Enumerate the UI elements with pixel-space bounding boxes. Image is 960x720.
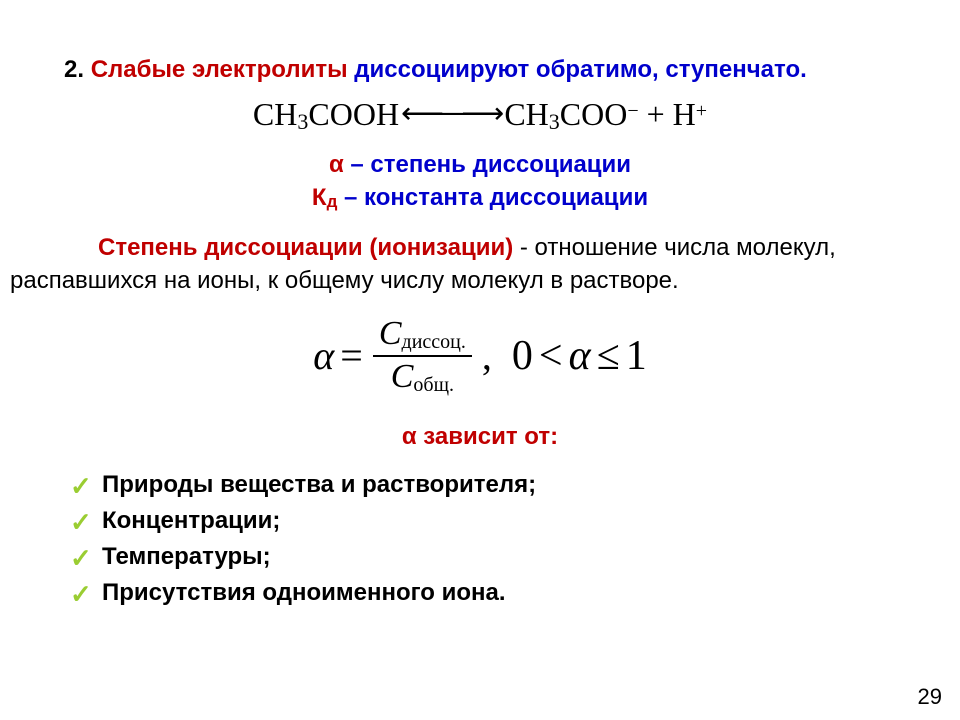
equation-dissociation: CH3COOH⟵─⟶CH3COO− + H+ (40, 96, 920, 135)
para-rest2: распавшихся на ионы, к общему числу моле… (10, 267, 679, 294)
eq1-lhs-sub1: 3 (297, 109, 308, 134)
eq1-lhs-b: COOH (308, 96, 399, 132)
heading: 2. Слабые электролиты диссоциируют обрат… (64, 54, 920, 86)
eq1-lhs-a: CH (253, 96, 297, 132)
check-icon: ✓ (70, 539, 92, 578)
list-item: ✓ Природы вещества и растворителя; (70, 467, 920, 503)
def-alpha: α – степень диссоциации (40, 149, 920, 181)
eq2-alpha: α (313, 332, 334, 379)
list-item: ✓ Концентрации; (70, 503, 920, 539)
equation-alpha: α = Cдиссоц. Cобщ. , 0 < α ≤ 1 (40, 317, 920, 395)
eq2-le: ≤ (597, 332, 620, 380)
check-icon: ✓ (70, 467, 92, 506)
eq1-rhs-sup2: + (696, 100, 707, 122)
eq2-alpha2: α (569, 332, 591, 380)
para-rest1: - отношение числа молекул, (513, 234, 836, 261)
double-arrow-icon: ⟵─⟶ (401, 96, 502, 131)
list-item: ✓ Присутствия одноименного иона. (70, 575, 920, 611)
factor-text: Температуры; (102, 543, 271, 570)
def-alpha-symbol: α (329, 151, 344, 178)
eq2-den-sub: общ. (413, 374, 454, 396)
heading-blue: диссоциируют обратимо, ступенчато. (354, 56, 806, 83)
page-number: 29 (918, 684, 942, 710)
factor-text: Концентрации; (102, 507, 280, 534)
eq2-equals: = (340, 332, 363, 379)
eq2-zero: 0 (512, 332, 533, 380)
factor-text: Присутствия одноименного иона. (102, 579, 506, 606)
eq2-den-c: C (391, 358, 414, 395)
eq2-comma: , (482, 332, 492, 379)
eq1-rhs-b: COO (560, 96, 628, 132)
depends-on-heading: α зависит от: (40, 423, 920, 451)
eq1-plus: + H (647, 96, 696, 132)
eq2-num-c: C (379, 315, 402, 352)
eq2-numerator: Cдиссоц. (373, 317, 472, 357)
factors-list: ✓ Природы вещества и растворителя; ✓ Конце… (70, 467, 920, 611)
eq2-denominator: Cобщ. (373, 357, 472, 395)
def-kd: Кд – константа диссоциации (40, 182, 920, 214)
def-kd-k: К (312, 184, 327, 211)
eq2-one: 1 (626, 332, 647, 380)
eq1-rhs-sub1: 3 (549, 109, 560, 134)
def-kd-text: – константа диссоциации (337, 184, 648, 211)
eq1-rhs-sup1: − (627, 100, 638, 122)
definition-paragraph: Степень диссоциации (ионизации) - отноше… (40, 232, 920, 297)
eq2-num-sub: диссоц. (402, 331, 466, 353)
eq1-rhs-a: CH (504, 96, 548, 132)
def-kd-sub: д (327, 192, 338, 211)
def-alpha-text: – степень диссоциации (344, 151, 631, 178)
check-icon: ✓ (70, 503, 92, 542)
heading-num: 2. (64, 56, 84, 83)
list-item: ✓ Температуры; (70, 539, 920, 575)
slide-page: 2. Слабые электролиты диссоциируют обрат… (0, 0, 960, 720)
heading-red: Слабые электролиты (91, 56, 348, 83)
eq2-fraction: Cдиссоц. Cобщ. (373, 317, 472, 395)
factor-text: Природы вещества и растворителя; (102, 471, 536, 498)
definitions: α – степень диссоциации Кд – константа д… (40, 149, 920, 214)
check-icon: ✓ (70, 575, 92, 614)
para-lead: Степень диссоциации (ионизации) (98, 234, 513, 261)
eq2-lt: < (539, 332, 563, 380)
